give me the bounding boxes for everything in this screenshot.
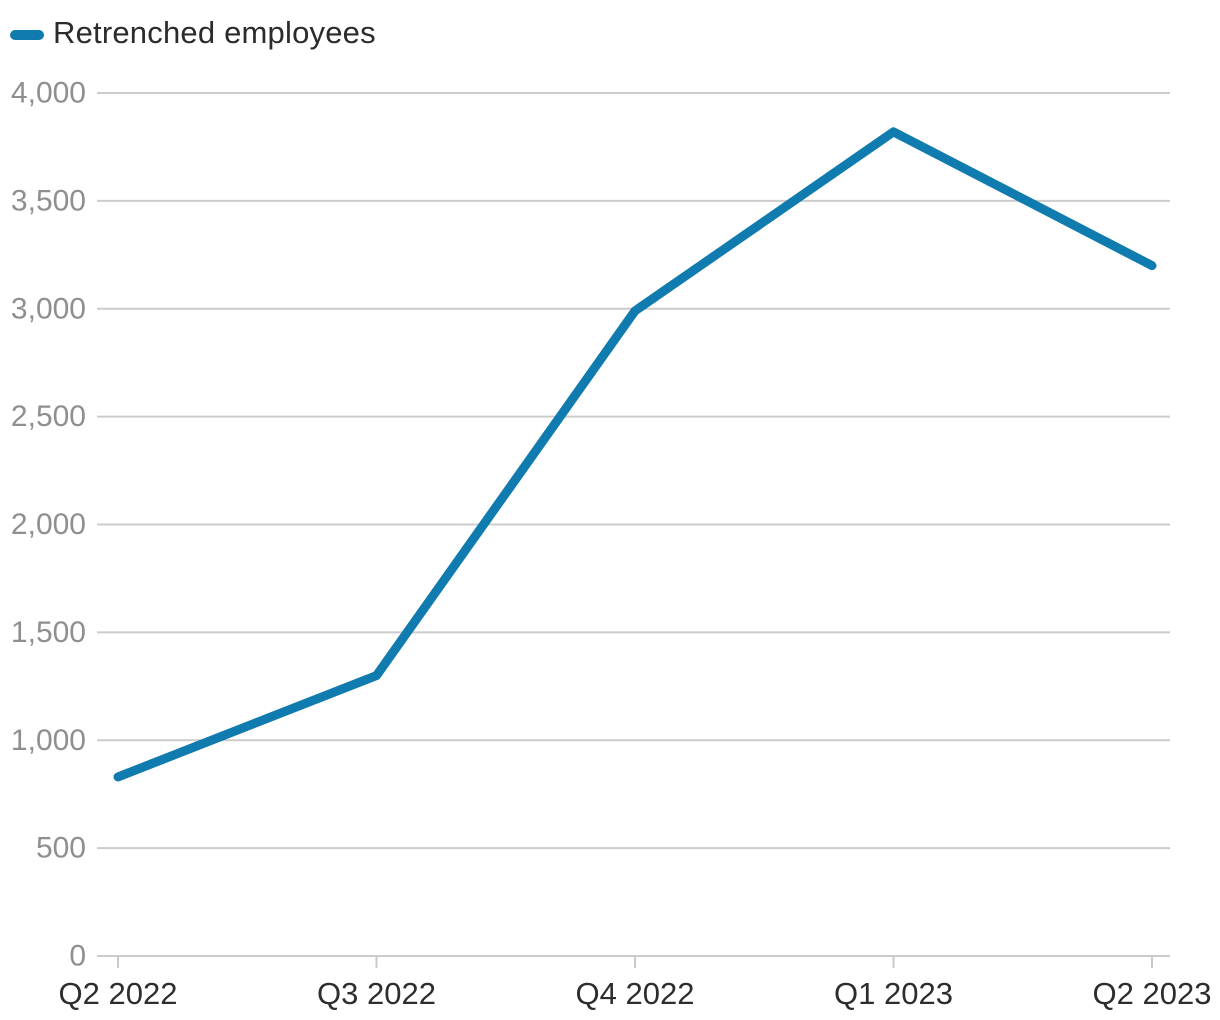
y-tick-label: 4,000 (11, 77, 86, 110)
legend-label: Retrenched employees (53, 15, 376, 50)
series-line (113, 127, 1157, 782)
x-tick-label: Q1 2023 (834, 976, 953, 1011)
y-tick-label: 2,000 (11, 508, 86, 541)
x-tick-label: Q3 2022 (317, 976, 436, 1011)
y-tick-label: 1,000 (11, 724, 86, 757)
y-tick-label: 1,500 (11, 616, 86, 649)
y-tick-label: 3,000 (11, 292, 86, 325)
x-tick-label: Q2 2022 (59, 976, 178, 1011)
y-tick-label: 500 (36, 832, 86, 865)
y-tick-label: 3,500 (11, 184, 86, 217)
x-tick-label: Q4 2022 (576, 976, 695, 1011)
legend-line-swatch (10, 29, 44, 40)
y-tick-label: 2,500 (11, 400, 86, 433)
y-tick-label: 0 (69, 940, 86, 973)
x-tick-label: Q2 2023 (1093, 976, 1212, 1011)
legend: Retrenched employees (10, 15, 376, 51)
